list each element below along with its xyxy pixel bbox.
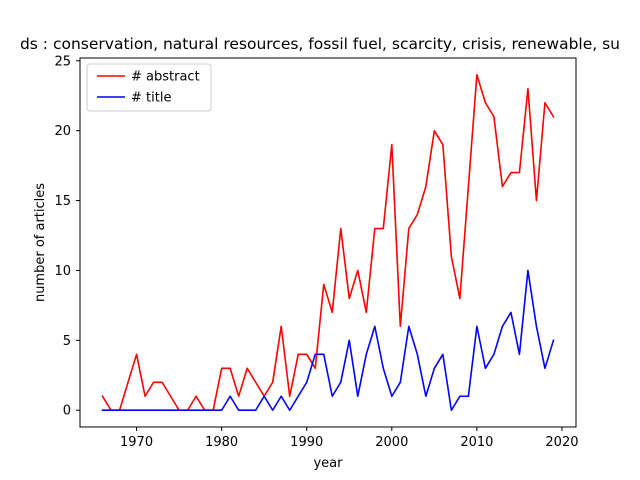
- series-line-title: [101, 269, 555, 412]
- legend: # abstract # title: [86, 63, 212, 112]
- y-tick-label: 25: [54, 54, 71, 69]
- x-tick-label: 1980: [205, 435, 238, 450]
- x-tick-label: 2010: [460, 435, 493, 450]
- plot-lines: [101, 73, 555, 412]
- legend-label: # title: [131, 91, 171, 106]
- legend-label: # abstract: [131, 70, 200, 85]
- x-tick-label: 2000: [375, 435, 408, 450]
- x-tick-label: 2020: [545, 435, 578, 450]
- x-tick-label: 1970: [120, 435, 153, 450]
- y-axis-label: number of articles: [33, 183, 48, 302]
- x-tick-label: 1990: [290, 435, 323, 450]
- y-tick-label: 5: [63, 334, 71, 349]
- plot-area-frame: [79, 57, 577, 428]
- series-line-abstract: [101, 73, 555, 412]
- y-tick-label: 15: [54, 194, 71, 209]
- y-tick-label: 0: [63, 404, 71, 419]
- axis-ticks: 1970 1980 1990 2000 2010 2020 0 5 10 15 20 25: [54, 54, 578, 450]
- y-tick-label: 20: [54, 124, 71, 139]
- x-axis-label: year: [313, 456, 343, 471]
- y-tick-label: 10: [54, 264, 71, 279]
- chart-title: ds : conservation, natural resources, fo…: [20, 35, 620, 53]
